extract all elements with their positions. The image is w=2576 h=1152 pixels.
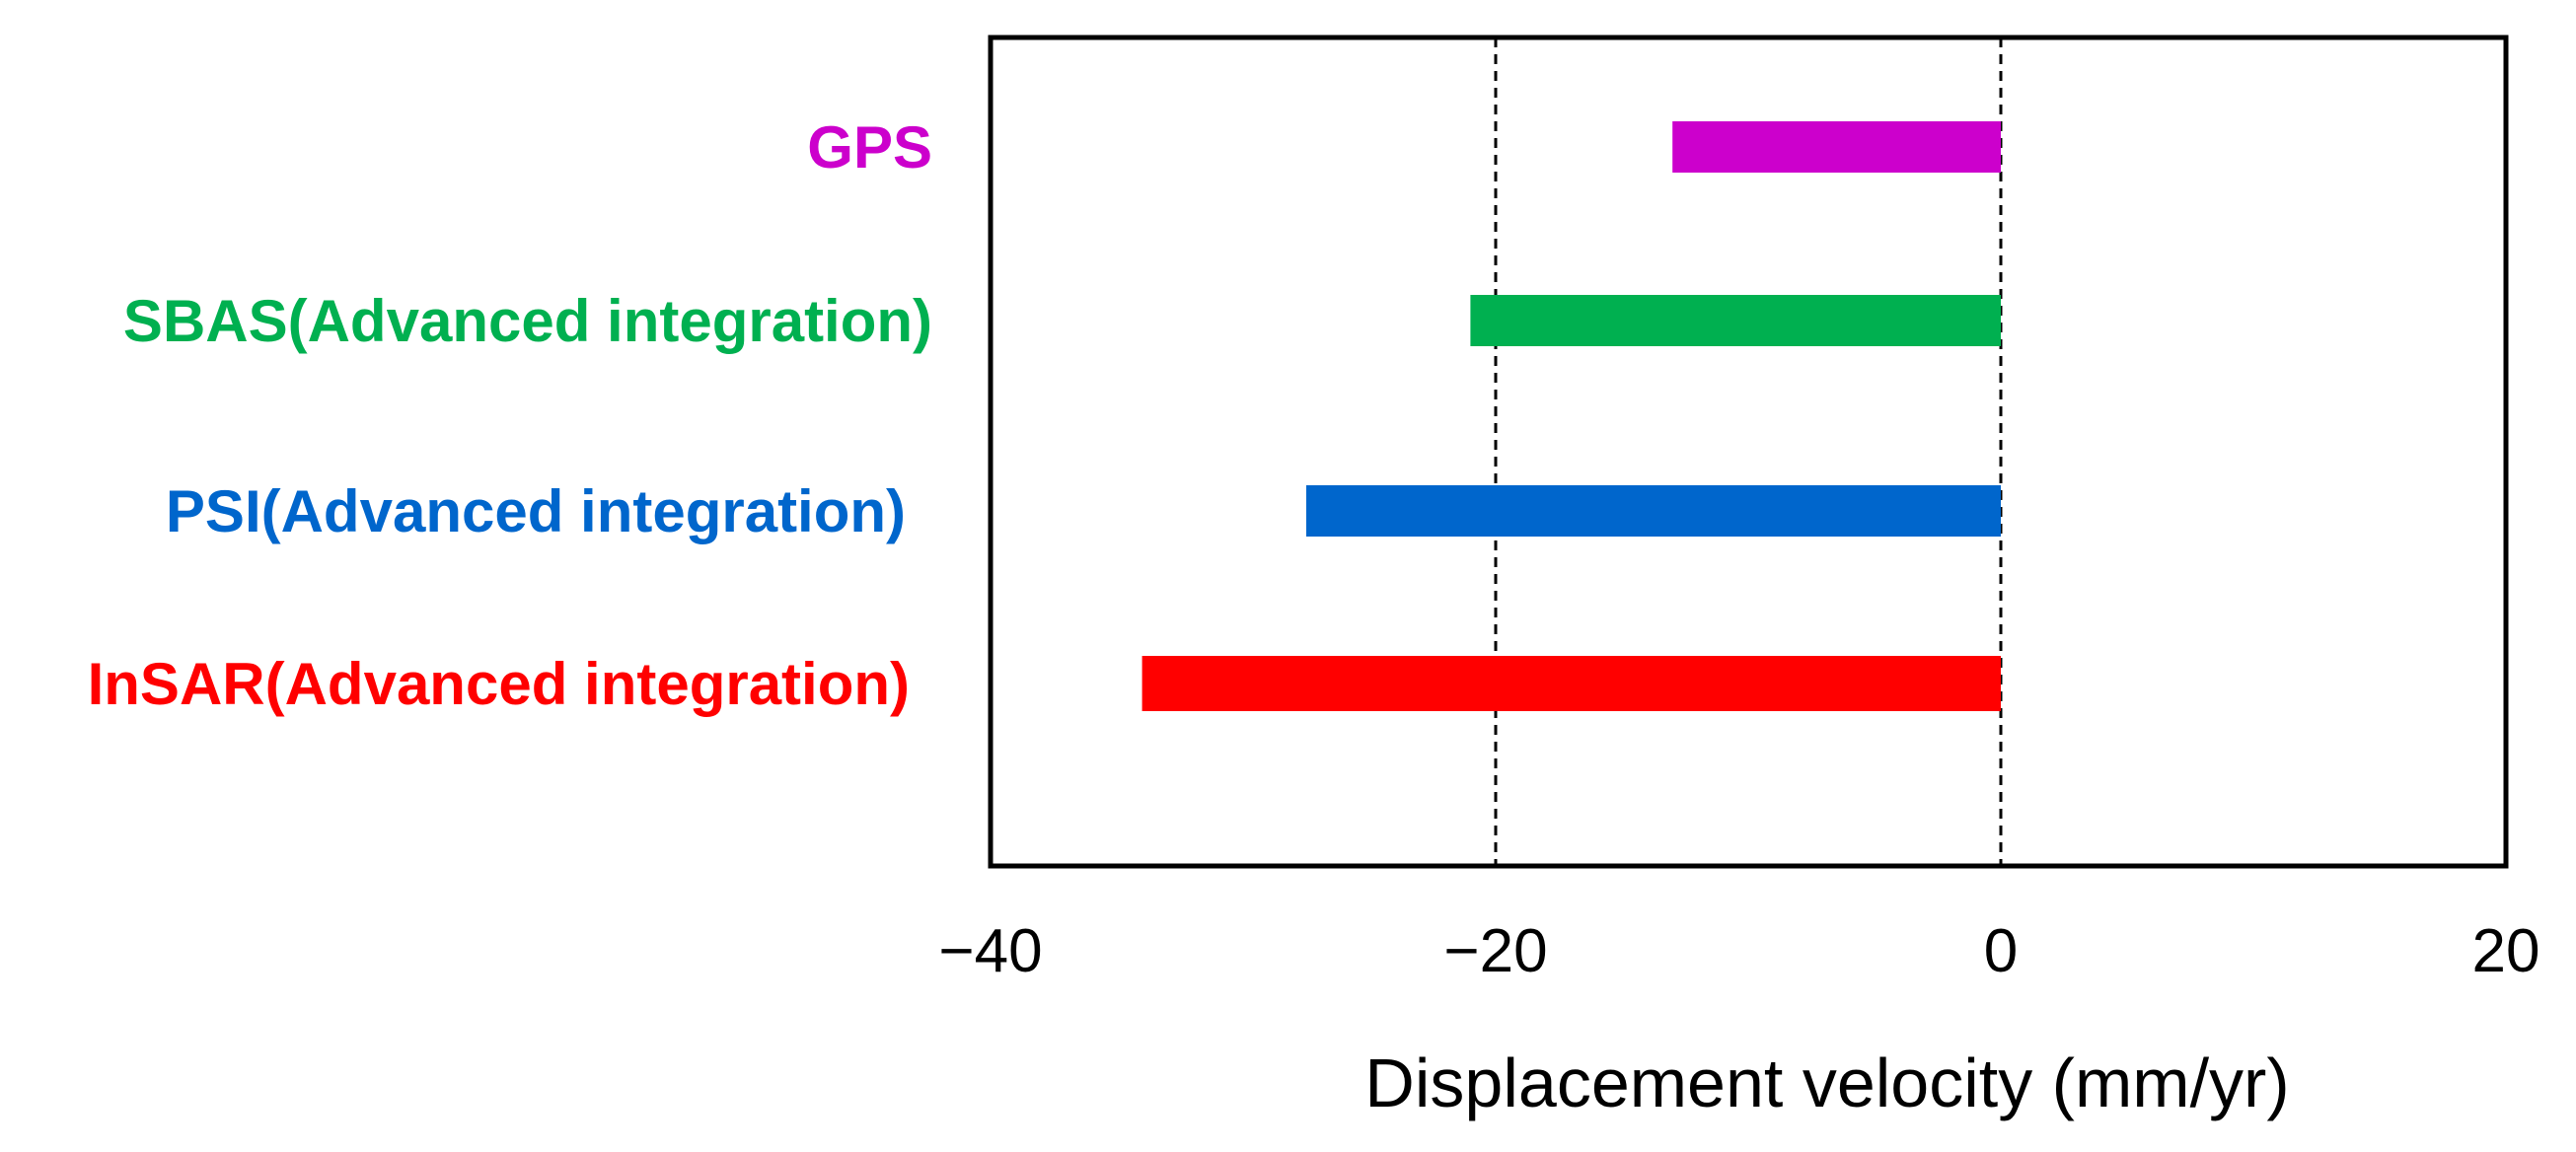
bars	[1141, 121, 2001, 711]
plot-frame	[988, 35, 2509, 869]
bar-2	[1470, 295, 2001, 346]
category-label: GPS	[807, 114, 932, 180]
category-label: PSI(Advanced integration)	[166, 478, 906, 544]
x-tick-label: 0	[1984, 917, 2018, 985]
x-tick-label: −20	[1443, 917, 1547, 985]
category-label: SBAS(Advanced integration)	[123, 288, 932, 354]
x-tick-labels: −40 −20 0 20	[938, 917, 2539, 985]
category-labels: GPS SBAS(Advanced integration) PSI(Advance…	[88, 114, 932, 717]
bar-4	[1141, 656, 2001, 711]
category-label: InSAR(Advanced integration)	[88, 651, 910, 717]
x-tick-label: −40	[938, 917, 1042, 985]
x-axis-title: Displacement velocity (mm/yr)	[1364, 1044, 2289, 1121]
reference-lines	[1494, 37, 2003, 866]
bar-3	[1306, 485, 2001, 537]
bar-1	[1672, 121, 2001, 173]
x-tick-label: 20	[2472, 917, 2540, 985]
